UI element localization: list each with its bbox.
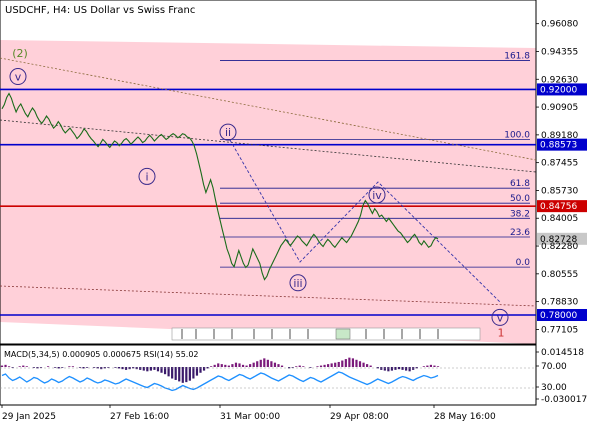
- price-tick-label: 0.80555: [541, 270, 578, 280]
- regression-channel-band: [0, 40, 536, 344]
- price-panel-frame: [0, 0, 537, 345]
- wave-label: iii: [293, 277, 302, 290]
- price-tick-label: 0.78830: [541, 298, 578, 308]
- price-tick-label: 0.94355: [541, 47, 578, 57]
- indicator-tick-label: 30.00: [541, 383, 567, 393]
- period-separator-strip: [171, 327, 481, 341]
- fib-label: 23.6: [510, 228, 530, 238]
- level-badge: [537, 138, 587, 151]
- price-line: [1, 92, 439, 281]
- fib-label: 50.0: [510, 194, 530, 204]
- upper-trend-line: [0, 57, 537, 161]
- price-tick-label: 0.77105: [541, 325, 578, 335]
- time-axis: 29 Jan 2025 27 Feb 16:00 31 Mar 00:00 29 Ap…: [1, 405, 496, 422]
- wave-circle: [368, 186, 386, 204]
- trend-lines: [0, 57, 537, 307]
- chart-title: USDCHF, H4: US Dollar vs Swiss Franc: [5, 5, 195, 16]
- level-badge-label: 0.88573: [540, 141, 577, 151]
- middle-trend-line: [0, 119, 537, 173]
- indicator-plot: [0, 357, 536, 392]
- indicator-axis: 0.014518 70.00 30.00 -0.030017: [536, 348, 587, 405]
- wave-label: 1: [498, 327, 505, 340]
- price-tick-label: 0.96080: [541, 20, 578, 30]
- wave-circle: [219, 123, 237, 141]
- fib-label: 161.8: [504, 51, 530, 61]
- time-tick-label: 29 Jan 2025: [2, 412, 56, 422]
- wave-label: iv: [372, 189, 382, 202]
- indicator-tick-label: 0.014518: [541, 348, 584, 358]
- price-tick-label: 0.82280: [541, 242, 578, 252]
- current-price-label: 0.82728: [540, 235, 577, 245]
- level-badge: [537, 308, 587, 321]
- level-badge: [537, 83, 587, 96]
- price-axis: 0.96080 0.94355 0.92630 0.90905 0.89180 0.874…: [536, 20, 578, 335]
- price-series: [1, 92, 439, 281]
- wave-label: v: [15, 71, 22, 84]
- time-tick-label: 27 Feb 16:00: [110, 412, 169, 422]
- price-tick-label: 0.87455: [541, 159, 578, 169]
- wave-circle: [289, 274, 307, 292]
- wave-label: i: [145, 170, 148, 183]
- lower-trend-line: [0, 285, 537, 307]
- fib-label: 38.2: [510, 209, 530, 219]
- price-tick-label: 0.84005: [541, 214, 578, 224]
- price-tick-label: 0.85730: [541, 186, 578, 196]
- fib-label: 0.0: [516, 258, 531, 268]
- wave-circle: [138, 167, 156, 185]
- indicator-tick-label: 70.00: [541, 362, 567, 372]
- price-tick-label: 0.89180: [541, 131, 578, 141]
- level-badge-label: 0.92000: [540, 85, 577, 95]
- time-tick-label: 28 May 16:00: [434, 412, 496, 422]
- level-badge-label: 0.84756: [540, 202, 577, 212]
- price-tick-label: 0.92630: [541, 75, 578, 85]
- wave-projection-path: [229, 139, 501, 303]
- wave-circle: [491, 308, 509, 326]
- time-tick-label: 29 Apr 08:00: [330, 412, 389, 422]
- indicator-tick-label: -0.030017: [541, 395, 587, 405]
- fib-label: 100.0: [504, 130, 530, 140]
- indicator-label: MACD(5,34,5) 0.000905 0.000675 RSI(14) 5…: [4, 350, 199, 359]
- indicator-panel-frame: [0, 344, 537, 406]
- current-price-badge: [537, 232, 587, 245]
- wave-label: (2): [12, 47, 28, 60]
- wave-label: v: [497, 311, 504, 324]
- level-badge: [537, 200, 587, 213]
- level-badge-label: 0.78000: [540, 311, 577, 321]
- wave-circle: [9, 68, 27, 86]
- price-tick-label: 0.90905: [541, 103, 578, 113]
- horizontal-levels: 0.92000 0.88573 0.84756 0.78000 0.82728: [0, 83, 587, 321]
- rsi-line: [1, 371, 439, 392]
- wave-label: ii: [225, 126, 231, 139]
- time-tick-label: 31 Mar 00:00: [220, 412, 280, 422]
- fib-label: 61.8: [510, 179, 530, 189]
